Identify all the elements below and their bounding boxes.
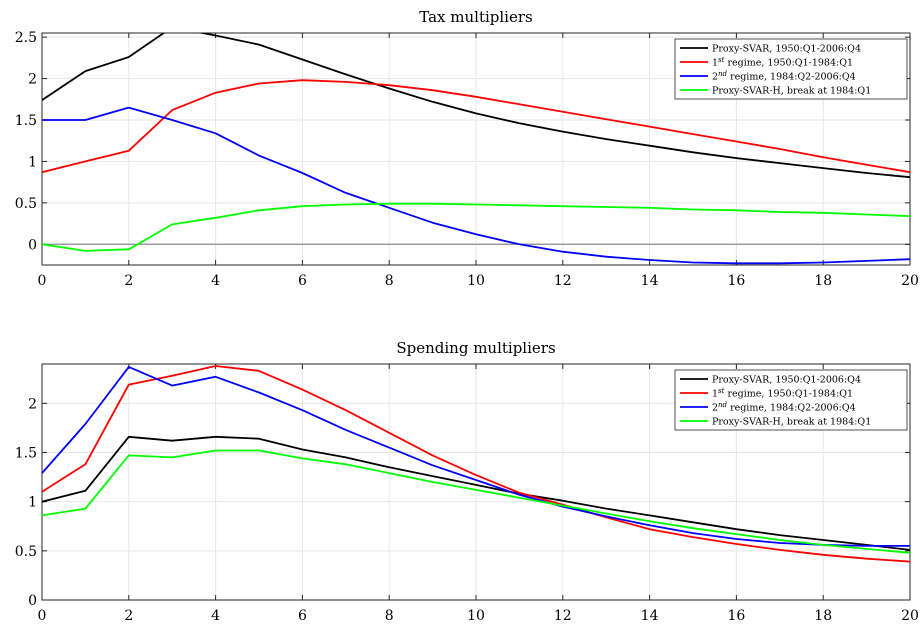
x-tick-label: 14 [641, 273, 659, 289]
legend-entry: Proxy-SVAR, 1950:Q1-2006:Q4 [712, 44, 861, 55]
y-tick-label: 1 [28, 495, 37, 511]
series-line-4 [42, 202, 910, 252]
x-tick-label: 20 [901, 273, 919, 289]
legend-box [674, 38, 908, 100]
x-tick-label: 16 [727, 608, 745, 624]
y-tick-label: 0.5 [15, 196, 37, 212]
chart-title: Spending multipliers [396, 339, 555, 357]
x-tick-label: 4 [211, 608, 220, 624]
series-line-2 [42, 365, 910, 563]
x-tick-label: 2 [124, 608, 133, 624]
x-tick-label: 6 [298, 608, 307, 624]
y-tick-label: 0 [28, 237, 37, 253]
legend-entry: Proxy-SVAR-H, break at 1984:Q1 [712, 86, 871, 97]
x-tick-label: 4 [211, 273, 220, 289]
chart-panel-2: 0 2 4 6 8 10 12 14 16 18 20 0 0.5 1 1.5 2 Spending multi… [15, 339, 919, 624]
legend-entry: Proxy-SVAR-H, break at 1984:Q1 [712, 417, 871, 428]
legend-box [674, 369, 908, 431]
x-tick-label: 14 [641, 608, 659, 624]
y-tick-label: 1.5 [15, 113, 37, 129]
x-tick-label: 6 [298, 273, 307, 289]
x-tick-label: 20 [901, 608, 919, 624]
series-line-1 [42, 435, 910, 551]
y-tick-label: 2 [28, 396, 37, 412]
legend-entry: 1st regime, 1950:Q1-1984:Q1 [712, 56, 853, 69]
chart-title: Tax multipliers [419, 8, 532, 26]
x-tick-label: 12 [554, 273, 572, 289]
x-tick-label: 2 [124, 273, 133, 289]
x-tick-label: 0 [38, 608, 47, 624]
y-tick-label: 0.5 [15, 544, 37, 560]
series-line-4 [42, 449, 910, 554]
legend-entry: 1st regime, 1950:Q1-1984:Q1 [712, 387, 853, 400]
y-tick-label: 2.5 [15, 30, 37, 46]
x-tick-label: 18 [814, 608, 832, 624]
x-tick-label: 10 [467, 273, 485, 289]
y-tick-label: 1.5 [15, 446, 37, 462]
legend-entry: Proxy-SVAR, 1950:Q1-2006:Q4 [712, 375, 861, 386]
x-tick-label: 0 [38, 273, 47, 289]
y-tick-label: 0 [28, 593, 37, 609]
series-line-1 [42, 33, 910, 179]
x-tick-label: 16 [727, 273, 745, 289]
legend-entry: 2nd regime, 1984:Q2-2006:Q4 [712, 70, 856, 83]
x-tick-label: 8 [385, 608, 394, 624]
series-line-2 [42, 79, 910, 174]
y-tick-label: 2 [28, 72, 37, 88]
chart-panel-1: 0 2 4 6 8 10 12 14 16 18 20 0 0.5 1 1.5 2 2.5 Tax multipl… [15, 8, 919, 289]
series-line-3 [42, 106, 910, 265]
x-tick-label: 18 [814, 273, 832, 289]
series-line-3 [42, 365, 910, 547]
y-tick-label: 1 [28, 154, 37, 170]
x-tick-label: 8 [385, 273, 394, 289]
x-tick-label: 12 [554, 608, 572, 624]
x-tick-label: 10 [467, 608, 485, 624]
legend-entry: 2nd regime, 1984:Q2-2006:Q4 [712, 401, 856, 414]
